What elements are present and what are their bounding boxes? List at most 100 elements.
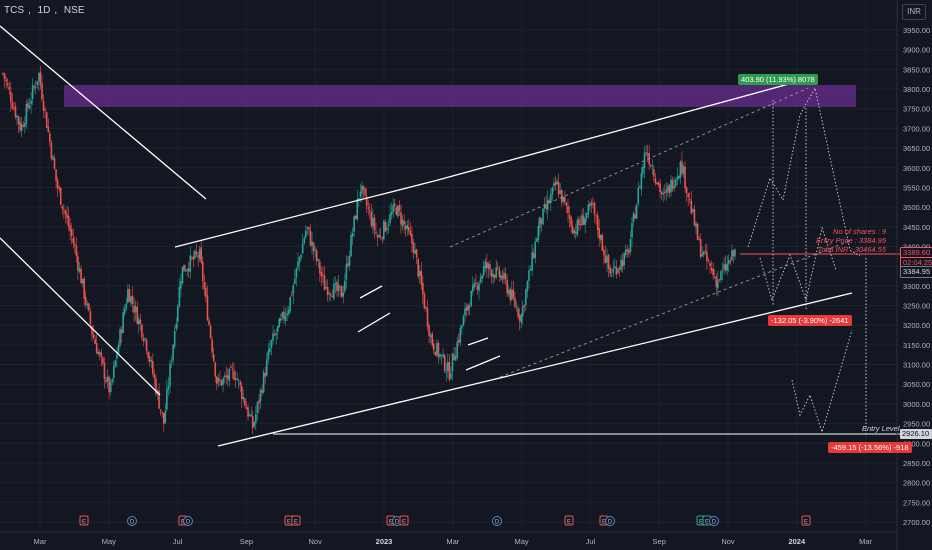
candle-body [718, 279, 721, 281]
candle-body [28, 105, 31, 109]
earnings-event-icon[interactable]: E [564, 515, 574, 526]
candle-body [575, 232, 577, 234]
projection-path[interactable] [759, 226, 837, 302]
candle-body [361, 185, 363, 194]
candle-body [393, 203, 396, 206]
candle-body [487, 263, 490, 269]
candle-body [88, 303, 90, 311]
candle-body [50, 142, 53, 159]
candle-body [520, 314, 522, 323]
dividend-event-icon[interactable]: D [392, 516, 402, 526]
candle-body [595, 215, 597, 217]
candle-body [517, 308, 519, 317]
trendline[interactable] [0, 25, 207, 200]
candle-body [308, 226, 310, 230]
trendline[interactable] [217, 292, 853, 447]
dividend-event-icon[interactable]: D [605, 516, 615, 526]
candle-body [687, 193, 689, 198]
time-axis[interactable]: Mar May Jul Sep Nov 2023 Mar May Jul Sep Nov 2024 Ma… [0, 531, 897, 546]
time-tick-label: May [515, 537, 529, 546]
candle-body [175, 323, 178, 330]
candle-body [551, 187, 554, 195]
candle-body [667, 186, 669, 192]
svg-text:E: E [294, 520, 298, 526]
candle-body [304, 230, 307, 238]
candle-body [545, 204, 547, 209]
dividend-event-icon[interactable]: D [127, 516, 137, 526]
dividend-event-icon[interactable]: D [183, 516, 193, 526]
candle-body [379, 236, 382, 238]
candle-body [183, 264, 185, 272]
candle-body [723, 264, 725, 270]
trendline[interactable] [465, 355, 501, 371]
earnings-event-icon[interactable]: E [399, 515, 409, 526]
candle-body [161, 411, 163, 414]
candle-body [10, 91, 12, 103]
candle-body [225, 375, 227, 378]
candle-body [734, 249, 736, 257]
earnings-event-icon[interactable]: E [702, 515, 712, 526]
candle-body [589, 204, 591, 207]
candle-body [437, 343, 440, 358]
candle-body [601, 235, 604, 251]
candle-body [58, 187, 60, 190]
earnings-event-icon[interactable]: E [79, 515, 89, 526]
candle-body [684, 166, 686, 189]
candle-body [189, 255, 192, 272]
price-tick-label: 2950.00 [903, 420, 930, 429]
earnings-event-icon[interactable]: E [291, 515, 301, 526]
candle-body [25, 104, 28, 124]
candle-body [84, 297, 87, 305]
candle-body [139, 320, 142, 324]
candle-body [125, 303, 128, 309]
candle-body [262, 372, 265, 393]
candle-body [19, 122, 21, 131]
candle-body [582, 216, 585, 225]
candle-body [180, 281, 182, 289]
candle-body [72, 237, 75, 244]
currency-badge[interactable]: INR [902, 4, 926, 20]
candle-body [336, 281, 338, 291]
candle-body [272, 333, 274, 341]
candle-body [70, 229, 73, 237]
candle-body [620, 259, 622, 270]
candle-body [78, 268, 81, 272]
candle-body [216, 376, 218, 384]
trendline[interactable] [357, 312, 391, 333]
trendline[interactable] [174, 179, 439, 248]
candle-body [116, 354, 118, 359]
candle-body [247, 407, 249, 417]
earnings-event-icon[interactable]: E [801, 515, 811, 526]
exchange-label: NSE [63, 5, 85, 16]
candle-body [418, 271, 421, 276]
trendline[interactable] [0, 237, 161, 396]
trendline[interactable] [437, 75, 819, 181]
candle-body [604, 254, 607, 264]
trendline[interactable] [467, 337, 489, 346]
candle-body [456, 341, 458, 358]
dividend-event-icon[interactable]: D [492, 516, 502, 526]
trendline[interactable] [449, 87, 809, 248]
price-tick-label: 2700.00 [903, 518, 930, 527]
candle-body [685, 187, 688, 193]
trendline[interactable] [499, 239, 853, 378]
candle-body [364, 188, 366, 196]
candle-body [280, 318, 282, 321]
candle-body [166, 388, 168, 410]
svg-text:E: E [389, 520, 393, 526]
candle-body [362, 185, 365, 190]
candle-body [389, 213, 391, 224]
price-axis[interactable]: 2700.00 2750.00 2800.00 2850.00 2900.00 2950.… [896, 0, 930, 550]
price-tick-label: 2750.00 [903, 498, 930, 507]
candle-body [498, 268, 501, 277]
symbol-header[interactable]: TCS, 1D, NSE [4, 5, 85, 16]
candle-body [386, 227, 388, 231]
candle-body [320, 271, 323, 277]
dividend-event-icon[interactable]: D [709, 516, 719, 526]
price-tick-label: 3600.00 [903, 164, 930, 173]
candle-body [478, 283, 480, 291]
candle-body [375, 231, 377, 234]
trendline[interactable] [359, 285, 383, 299]
candle-body [237, 379, 240, 381]
candle-body [713, 276, 716, 278]
